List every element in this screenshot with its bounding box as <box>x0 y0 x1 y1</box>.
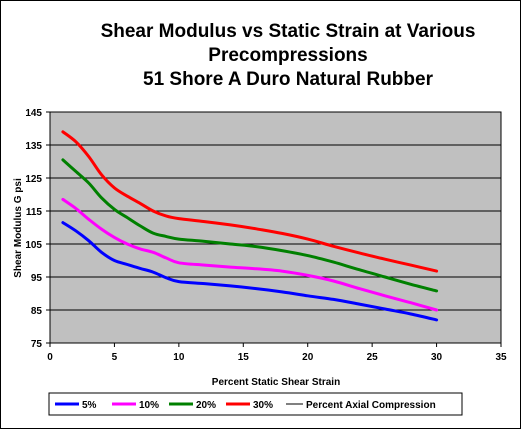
legend-label-1: 10% <box>139 400 159 411</box>
plot-border <box>49 111 502 344</box>
series-line-0 <box>61 221 439 322</box>
chart-title-line-1: Shear Modulus vs Static Strain at Variou… <box>101 21 476 42</box>
legend-label-2: 20% <box>196 400 216 411</box>
x-tick-label-5: 5 <box>112 352 118 363</box>
y-tick-label-115: 115 <box>26 207 43 218</box>
y-tick-label-105: 105 <box>25 240 42 251</box>
y-tick-label-95: 95 <box>31 273 43 284</box>
chart-title-line-2: Precompressions <box>208 45 367 66</box>
x-tick-label-20: 20 <box>302 352 314 363</box>
x-tick-label-0: 0 <box>47 352 53 363</box>
x-tick-label-30: 30 <box>431 352 443 363</box>
series-line-3 <box>61 130 439 273</box>
y-tick-label-75: 75 <box>31 339 43 350</box>
y-tick-label-85: 85 <box>31 306 43 317</box>
legend: 5% 10% 20% 30% Percent Axial Compression <box>48 392 463 416</box>
x-tick-label-35: 35 <box>495 352 507 363</box>
axes: 75 85 95 105 115 125 135 145 0 5 10 15 20 25 30 35 <box>25 108 507 363</box>
legend-box <box>48 392 463 416</box>
series-lines <box>61 130 439 322</box>
y-tick-label-135: 135 <box>25 141 42 152</box>
x-tick-label-25: 25 <box>367 352 379 363</box>
legend-label-axial-compression: Percent Axial Compression <box>306 400 436 411</box>
y-tick-label-125: 125 <box>25 174 42 185</box>
chart-title-line-3: 51 Shore A Duro Natural Rubber <box>143 69 434 90</box>
legend-label-0: 5% <box>82 400 97 411</box>
x-axis-title: Percent Static Shear Strain <box>212 377 340 388</box>
x-tick-label-15: 15 <box>238 352 250 363</box>
y-axis-title: Shear Modulus G psi <box>13 178 24 278</box>
series-line-2 <box>61 158 439 293</box>
x-tick-label-10: 10 <box>173 352 185 363</box>
plot-area <box>50 112 501 343</box>
y-tick-label-145: 145 <box>25 108 42 119</box>
legend-label-3: 30% <box>253 400 273 411</box>
series-line-1 <box>61 197 439 312</box>
